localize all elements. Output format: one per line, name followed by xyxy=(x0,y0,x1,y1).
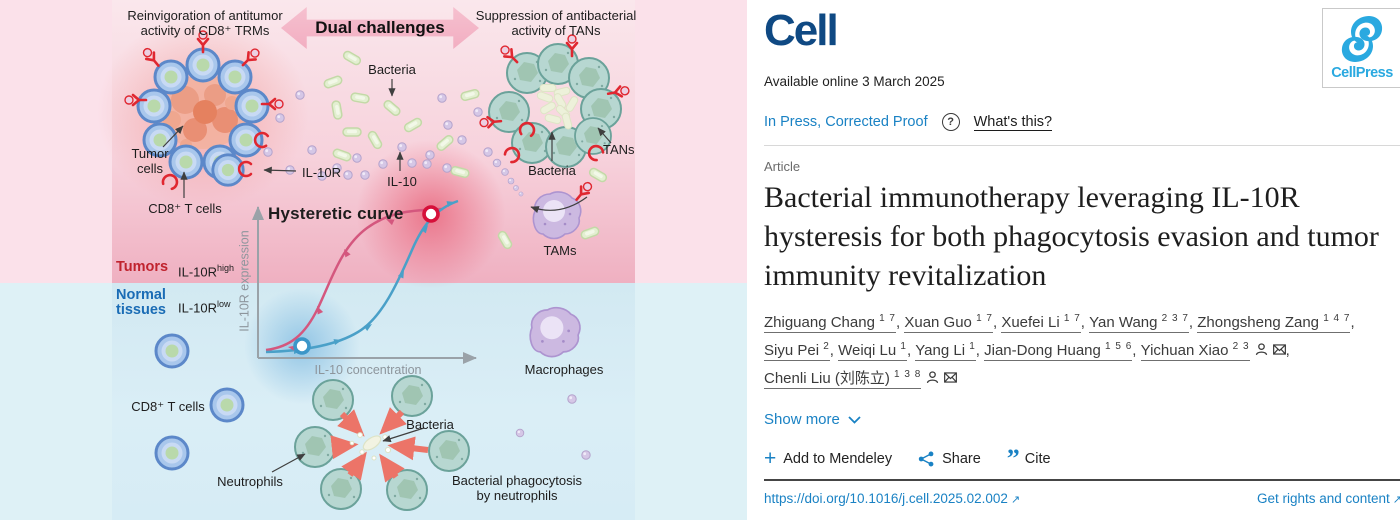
neutrophil-burst xyxy=(294,375,470,511)
macrophage-cell xyxy=(529,306,581,358)
label-tumors: Tumors xyxy=(116,259,169,275)
label-bacteria-top: Bacteria xyxy=(368,62,416,77)
high-state-marker xyxy=(422,205,440,223)
external-link-icon: ↗ xyxy=(1010,494,1021,506)
label-normal-tissues: Normal tissues xyxy=(116,287,166,318)
plus-icon: + xyxy=(764,447,777,470)
label-tans: TANs xyxy=(603,142,635,157)
author[interactable]: Zhongsheng Zang 1 4 7 xyxy=(1197,307,1359,335)
label-reinvigoration: Reinvigoration of antitumor activity of … xyxy=(127,8,283,38)
label-bacteria-right: Bacteria xyxy=(528,163,576,178)
label-cd8-top: CD8⁺ T cells xyxy=(148,201,222,216)
hysteresis-graph xyxy=(252,199,477,364)
cellpress-logo[interactable]: CellPress xyxy=(1322,8,1400,88)
x-axis-label: IL-10 concentration xyxy=(314,363,422,377)
figure-art xyxy=(123,29,632,511)
y-axis-label: IL-10R expression xyxy=(237,230,252,332)
author[interactable]: Yan Wang 2 3 7 xyxy=(1089,307,1197,335)
label-bacteria-bottom: Bacteria xyxy=(406,417,454,432)
header-divider xyxy=(764,145,1400,146)
banner-label: Dual challenges xyxy=(315,18,445,37)
author-corresponding[interactable]: Yichuan Xiao 2 3 xyxy=(1140,335,1294,363)
curve-tumor xyxy=(265,207,444,352)
graphical-abstract: Dual challenges Reinvigoration of antitu… xyxy=(0,0,747,520)
tumor-mass xyxy=(159,75,247,151)
author[interactable]: Jian-Dong Huang 1 5 6 xyxy=(984,335,1141,363)
cellpress-swirl-icon xyxy=(1341,16,1383,62)
article-type-label: Article xyxy=(764,159,801,174)
cell-journal-logo[interactable]: Cell xyxy=(764,6,839,55)
share-button[interactable]: Share xyxy=(918,451,981,467)
section-divider xyxy=(764,479,1400,481)
in-press-link[interactable]: In Press, Corrected Proof xyxy=(764,114,928,130)
label-il10: IL-10 xyxy=(387,174,417,189)
quote-icon: ” xyxy=(1006,444,1020,473)
label-macrophages: Macrophages xyxy=(524,362,604,377)
low-state-marker xyxy=(293,337,311,355)
person-icon[interactable] xyxy=(926,371,939,384)
label-tumor-cells: Tumor cells xyxy=(131,146,169,176)
whats-this-link[interactable]: What's this? xyxy=(973,113,1053,131)
action-bar: + Add to Mendeley Share ” Cite xyxy=(764,444,1400,473)
curve-normal xyxy=(265,199,459,354)
label-il10r-low: IL-10Rlow xyxy=(178,299,231,316)
article-header-panel: Cell CellPress Available online 3 March … xyxy=(747,0,1400,520)
label-suppression: Suppression of antibacterial activity of… xyxy=(475,8,637,38)
label-tams: TAMs xyxy=(543,243,577,258)
author[interactable]: Weiqi Lu 1 xyxy=(838,335,915,363)
label-cd8-bottom: CD8⁺ T cells xyxy=(131,399,205,414)
doi-link[interactable]: https://doi.org/10.1016/j.cell.2025.02.0… xyxy=(764,491,1021,506)
label-il10r-high: IL-10Rhigh xyxy=(178,263,235,280)
author[interactable]: Xuefei Li 1 7 xyxy=(1001,307,1089,335)
article-title: Bacterial immunotherapy leveraging IL-10… xyxy=(764,181,1379,292)
label-phagocytosis: Bacterial phagocytosis by neutrophils xyxy=(451,473,583,503)
show-more-button[interactable]: Show more xyxy=(764,411,861,428)
cite-button[interactable]: ” Cite xyxy=(1006,444,1051,473)
annotation-arrows xyxy=(162,79,612,473)
share-icon xyxy=(918,451,934,467)
tam-cell xyxy=(532,191,582,240)
help-icon[interactable]: ? xyxy=(941,113,960,131)
external-link-icon: ↗ xyxy=(1392,494,1400,506)
available-online-date: Available online 3 March 2025 xyxy=(764,74,945,89)
add-to-mendeley-button[interactable]: + Add to Mendeley xyxy=(764,447,893,470)
email-icon[interactable] xyxy=(944,371,958,384)
label-il10r: IL-10R xyxy=(302,165,342,180)
rights-link[interactable]: Get rights and content ↗ xyxy=(1256,491,1400,506)
label-neutrophils: Neutrophils xyxy=(217,474,283,489)
author-corresponding[interactable]: Chenli Liu (刘陈立) 1 3 8 xyxy=(764,363,958,391)
author-list: Zhiguang Chang 1 7Xuan Guo 1 7Xuefei Li … xyxy=(764,307,1400,391)
author[interactable]: Xuan Guo 1 7 xyxy=(904,307,1001,335)
author[interactable]: Siyu Pei 2 xyxy=(764,335,838,363)
label-hysteretic-curve: Hysteretic curve xyxy=(268,204,404,223)
cellpress-wordmark: CellPress xyxy=(1331,65,1393,81)
author[interactable]: Zhiguang Chang 1 7 xyxy=(764,307,904,335)
chevron-down-icon xyxy=(848,415,861,424)
person-icon[interactable] xyxy=(1255,343,1268,356)
author[interactable]: Yang Li 1 xyxy=(915,335,984,363)
email-icon[interactable] xyxy=(1272,343,1286,356)
